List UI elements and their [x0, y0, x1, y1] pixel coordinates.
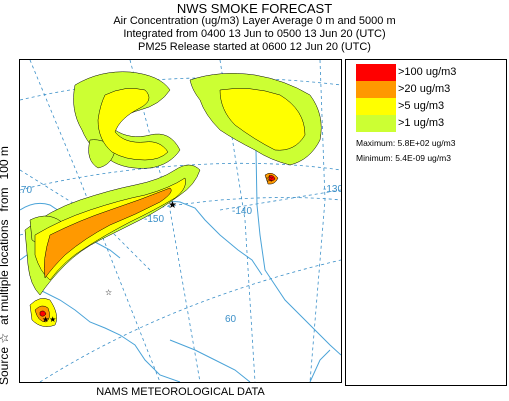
- lat-60-label: 60: [225, 314, 237, 325]
- release-info: PM25 Release started at 0600 12 Jun 20 (…: [138, 41, 371, 53]
- met-data-label: NAMS METEOROLOGICAL DATA: [96, 386, 265, 398]
- svg-text:☆: ☆: [105, 288, 112, 297]
- legend-maximum: Maximum: 5.8E+02 ug/m3: [356, 138, 456, 148]
- legend-label-5: >5 ug/m3: [398, 100, 445, 112]
- svg-text:☆: ☆: [265, 174, 274, 185]
- smoke-map: ★ ☆ ★★ ☆ -170 -150 -140 -130 60: [19, 59, 342, 383]
- legend-label-100: >100 ug/m3: [398, 66, 457, 78]
- legend-swatch-red: [356, 64, 396, 81]
- legend-swatch-lime: [356, 115, 396, 132]
- source-markers: ★ ☆ ★★ ☆: [42, 174, 274, 324]
- concentration-subtitle: Air Concentration (ug/m3) Layer Average …: [113, 15, 396, 27]
- svg-text:★★: ★★: [42, 315, 56, 324]
- svg-text:★: ★: [168, 200, 177, 211]
- lon-140-label: -140: [232, 206, 252, 217]
- lon-170-label: -170: [20, 185, 32, 196]
- lon-150-label: -150: [144, 214, 164, 225]
- source-side-label: Source ☆ at multiple locations from 100 m: [0, 146, 15, 385]
- legend-label-1: >1 ug/m3: [398, 117, 445, 129]
- map-canvas: ★ ☆ ★★ ☆ -170 -150 -140 -130 60: [20, 60, 341, 382]
- forecast-title: NWS SMOKE FORECAST: [176, 1, 333, 16]
- plume-layer-100: [39, 175, 276, 317]
- lon-130-label: -130: [323, 184, 341, 195]
- graticule: [20, 60, 341, 382]
- coastlines: [20, 89, 341, 382]
- from-text: from: [0, 187, 11, 212]
- legend: >100 ug/m3 >20 ug/m3 >5 ug/m3 >1 ug/m3 M…: [345, 59, 507, 386]
- plume-layer-20: [34, 172, 279, 323]
- integration-period: Integrated from 0400 13 Jun to 0500 13 J…: [123, 28, 386, 40]
- graticule-labels: -170 -150 -140 -130 60: [20, 184, 341, 325]
- height-text: 100 m: [0, 146, 11, 180]
- legend-label-20: >20 ug/m3: [398, 83, 451, 95]
- source-text: Source ☆: [0, 333, 11, 385]
- locations-text: at multiple locations: [0, 219, 11, 325]
- legend-minimum: Minimum: 5.4E-09 ug/m3: [356, 153, 451, 163]
- legend-swatch-orange: [356, 81, 396, 98]
- legend-swatch-yellow: [356, 98, 396, 115]
